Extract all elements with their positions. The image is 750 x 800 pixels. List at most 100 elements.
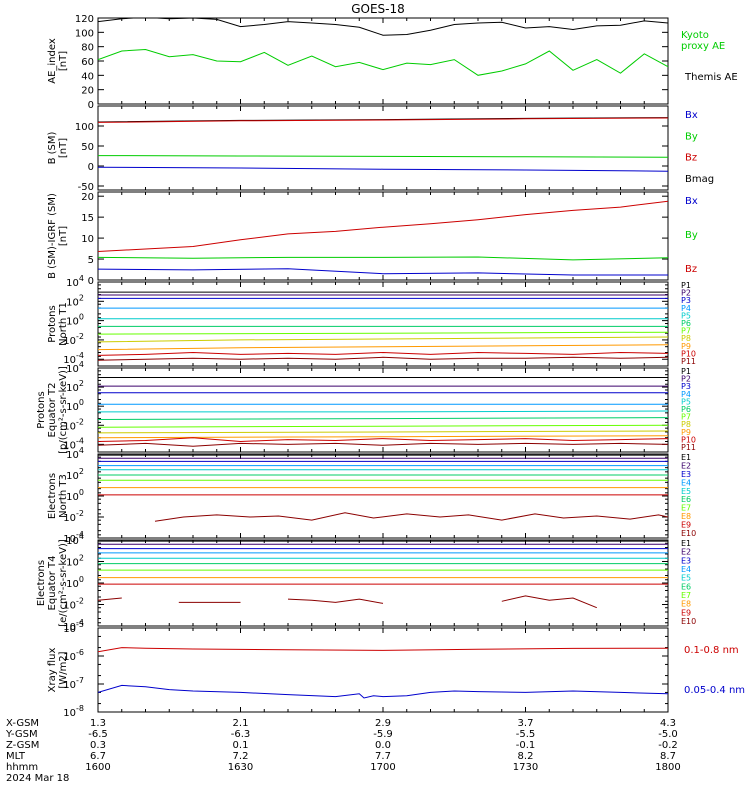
series-line	[98, 18, 668, 36]
series-line	[98, 684, 668, 699]
legend-entry: E7	[681, 504, 691, 513]
y-axis-label: Equator T4	[47, 556, 58, 611]
legend-entry: E5	[681, 487, 691, 496]
series-line	[98, 417, 668, 420]
legend-entry: 0.05-0.4 nm	[684, 685, 745, 696]
legend-entry: Bx	[685, 196, 698, 207]
legend-entry: P3	[681, 296, 691, 305]
y-axis-label: [nT]	[58, 51, 69, 71]
y-axis-label: [e/(cm²-s-sr-keV)]	[58, 539, 69, 627]
y-axis-label: Electrons	[36, 560, 47, 606]
footer-value: -6.5	[88, 729, 108, 740]
footer-value: 1800	[655, 762, 680, 773]
footer-value: 0.3	[90, 740, 106, 751]
panel-frame	[97, 367, 669, 453]
series-line	[98, 268, 668, 276]
footer-value: 7.2	[233, 751, 249, 762]
footer-row-label: hhmm	[6, 762, 38, 773]
legend-entry: P11	[681, 443, 696, 452]
footer-value: 0.0	[375, 740, 391, 751]
footer-value: -0.2	[658, 740, 678, 751]
legend-entry: E10	[681, 529, 696, 538]
series-line	[98, 166, 668, 172]
series-line	[98, 356, 668, 361]
legend-entry: Bz	[685, 264, 697, 275]
legend-entry: E7	[681, 591, 691, 600]
legend-entry: E5	[681, 574, 691, 583]
legend-entry: P11	[681, 357, 696, 366]
series-line	[98, 351, 668, 356]
series-line	[98, 256, 668, 261]
legend-entry: E4	[681, 565, 691, 574]
legend-entry: E8	[681, 600, 691, 609]
y-tick-label: 20	[81, 86, 94, 97]
legend-entry: By	[685, 131, 698, 142]
legend-entry: P10	[681, 349, 696, 358]
footer-row-label: MLT	[6, 751, 26, 762]
footer-value: 2.9	[375, 718, 391, 729]
series-line	[98, 442, 668, 447]
y-axis-label: Electrons	[47, 473, 58, 519]
footer-value: -6.3	[231, 729, 251, 740]
legend-entry: E3	[681, 470, 691, 479]
y-axis-label: [p/(cm²-s-sr-keV)]	[58, 366, 69, 454]
legend-entry: P1	[681, 281, 691, 290]
footer-row-label: X-GSM	[6, 718, 39, 729]
y-axis-label: B (SM)-IGRF (SM)	[47, 193, 58, 279]
footer-value: -5.0	[658, 729, 678, 740]
legend-entry: Bx	[685, 110, 698, 121]
y-tick-label: 100	[75, 122, 94, 133]
y-tick-label: 104	[66, 274, 84, 289]
legend-entry: E6	[681, 582, 691, 591]
y-tick-label: 0	[88, 276, 94, 287]
y-tick-label: 10	[81, 234, 94, 245]
legend-entry: P2	[681, 289, 691, 298]
series-line	[98, 435, 668, 439]
y-tick-label: -50	[78, 182, 94, 193]
y-axis-label: [nT]	[58, 138, 69, 158]
legend-entry: Kyoto	[681, 30, 709, 41]
chart-title: GOES-18	[351, 2, 405, 16]
footer-row-label: Z-GSM	[6, 740, 39, 751]
footer-value: 3.7	[518, 718, 534, 729]
y-axis-label: B (SM)	[47, 131, 58, 164]
footer-value: 7.7	[375, 751, 391, 762]
footer-value: 1630	[228, 762, 253, 773]
legend-entry: P6	[681, 319, 691, 328]
legend-entry: P8	[681, 420, 691, 429]
panel-frame	[97, 191, 669, 281]
series-line	[98, 410, 668, 413]
y-tick-label: 40	[81, 71, 94, 82]
footer-value: 1700	[370, 762, 395, 773]
legend-entry: P3	[681, 382, 691, 391]
legend-entry: Bmag	[685, 174, 714, 185]
y-axis-label: Xray flux	[47, 648, 58, 693]
legend-entry: E9	[681, 521, 691, 530]
legend-entry: E6	[681, 495, 691, 504]
series-line	[98, 117, 668, 123]
footer-value: 1600	[85, 762, 110, 773]
legend-entry: 0.1-0.8 nm	[684, 645, 739, 656]
y-tick-label: 10-8	[63, 704, 84, 719]
y-tick-label: 0	[88, 100, 94, 111]
footer-value: 2.1	[233, 718, 249, 729]
series-line	[98, 331, 668, 335]
legend-entry: By	[685, 230, 698, 241]
legend-entry: E8	[681, 512, 691, 521]
y-axis-label: [nT]	[58, 226, 69, 246]
legend-entry: E4	[681, 478, 691, 487]
panel-2: -50 0 50 100 B (SM) [nT] Bx By Bz Bmag	[47, 105, 714, 193]
series-line	[98, 200, 668, 252]
footer-row-label: 2024 Mar 18	[6, 773, 69, 784]
legend-entry: P10	[681, 435, 696, 444]
footer-value: 4.3	[660, 718, 676, 729]
legend-entry: E10	[681, 617, 696, 626]
panel-3: 0 5 10 15 20 B (SM)-IGRF (SM) [nT] Bx By Bz	[47, 191, 698, 287]
